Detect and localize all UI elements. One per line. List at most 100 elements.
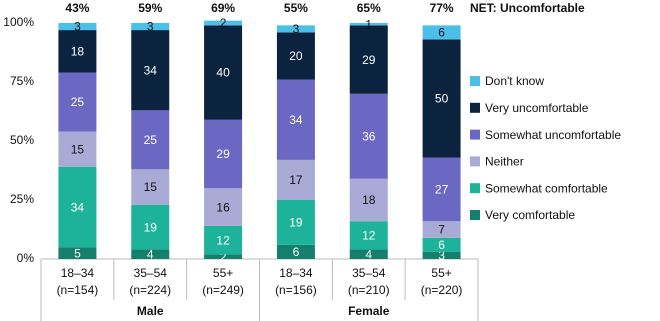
bar-segment (58, 23, 97, 31)
net-label: 59% (138, 1, 162, 15)
data-label: 29 (362, 53, 376, 67)
data-label: 36 (362, 129, 376, 143)
data-label: 12 (216, 233, 230, 247)
bar-segment (276, 32, 315, 80)
data-label: 15 (71, 142, 85, 156)
bar-segment (58, 247, 97, 259)
x-tick-label: (n=156) (275, 283, 317, 297)
group-label: Female (348, 304, 390, 318)
data-label: 34 (289, 113, 303, 127)
data-label: 15 (144, 180, 158, 194)
net-label: 43% (65, 1, 89, 15)
x-tick-label: (n=249) (202, 283, 244, 297)
bar-segment (131, 169, 170, 205)
data-label: 3 (147, 20, 154, 34)
legend-swatch (470, 129, 480, 140)
bar-segment (422, 221, 461, 238)
data-label: 16 (216, 200, 230, 214)
bar-segment (349, 178, 388, 222)
legend-label: Neither (485, 155, 524, 169)
x-tick-label: 35–54 (352, 266, 386, 280)
bar-segment (131, 30, 170, 111)
bar-segment (131, 204, 170, 250)
bar-segment (204, 25, 243, 120)
data-label: 19 (144, 220, 158, 234)
bar-segment (276, 200, 315, 245)
bar-segment (58, 131, 97, 167)
bar-segment (422, 39, 461, 158)
bar-segment (204, 254, 243, 259)
bar-segment (204, 20, 243, 26)
bar-segment (422, 157, 461, 222)
bar-segment (349, 23, 388, 26)
legend-label: Somewhat comfortable (485, 181, 608, 195)
data-label: 2 (220, 16, 227, 30)
bar-segment (204, 188, 243, 226)
legend-label: Very comfortable (485, 208, 575, 222)
x-tick-label: 18–34 (61, 266, 95, 280)
net-title: NET: Uncomfortable (470, 1, 585, 15)
data-label: 3 (293, 22, 300, 36)
bar-segment (349, 221, 388, 250)
net-label: 77% (430, 1, 454, 15)
data-label: 18 (71, 44, 85, 58)
bar-segment (422, 237, 461, 252)
bar-segment (349, 25, 388, 94)
bar-segment (204, 225, 243, 255)
bar-segment (58, 30, 97, 73)
data-label: 4 (147, 247, 154, 261)
bar-segment (58, 72, 97, 132)
data-label: 3 (438, 249, 445, 263)
x-tick-label: 35–54 (134, 266, 168, 280)
y-tick-label: 50% (10, 133, 34, 147)
data-label: 19 (289, 216, 303, 230)
data-label: 6 (438, 238, 445, 252)
legend-swatch (470, 156, 480, 167)
data-label: 34 (144, 63, 158, 77)
data-label: 29 (216, 147, 230, 161)
data-label: 4 (365, 247, 372, 261)
data-label: 1 (365, 17, 372, 31)
x-tick-label: 18–34 (279, 266, 313, 280)
group-label: Male (137, 304, 164, 318)
bar-segment (349, 249, 388, 259)
x-tick-label: (n=210) (348, 283, 390, 297)
data-label: 34 (71, 200, 85, 214)
data-label: 5 (74, 246, 81, 260)
bar-segment (422, 251, 461, 259)
data-label: 6 (293, 245, 300, 259)
data-label: 12 (362, 229, 376, 243)
bar-segment (58, 166, 97, 248)
legend-swatch (470, 183, 480, 194)
bar-segment (276, 79, 315, 160)
bar-segment (276, 159, 315, 200)
legend-swatch (470, 102, 480, 113)
x-tick-label: (n=224) (129, 283, 171, 297)
data-label: 18 (362, 193, 376, 207)
data-label: 20 (289, 49, 303, 63)
x-tick-label: 55+ (431, 266, 451, 280)
legend-swatch (470, 210, 480, 220)
y-tick-label: 25% (10, 192, 34, 206)
data-label: 6 (438, 26, 445, 40)
legend-swatch (470, 76, 480, 86)
data-label: 27 (435, 183, 449, 197)
bar-segment (422, 25, 461, 40)
y-tick-label: 100% (3, 15, 34, 29)
bar-segment (131, 249, 170, 259)
bar-segment (276, 25, 315, 33)
y-tick-label: 75% (10, 74, 34, 88)
net-label: 55% (284, 1, 308, 15)
x-tick-label: (n=154) (57, 283, 99, 297)
x-tick-label: 55+ (213, 266, 233, 280)
bar-segment (131, 110, 170, 170)
bar-segment (349, 93, 388, 179)
x-tick-label: (n=220) (421, 283, 463, 297)
bar-segment (131, 23, 170, 31)
legend-label: Don't know (485, 74, 544, 88)
data-label: 3 (74, 20, 81, 34)
data-label: 40 (216, 66, 230, 80)
data-label: 17 (289, 173, 303, 187)
legend-label: Very uncomfortable (485, 101, 589, 115)
